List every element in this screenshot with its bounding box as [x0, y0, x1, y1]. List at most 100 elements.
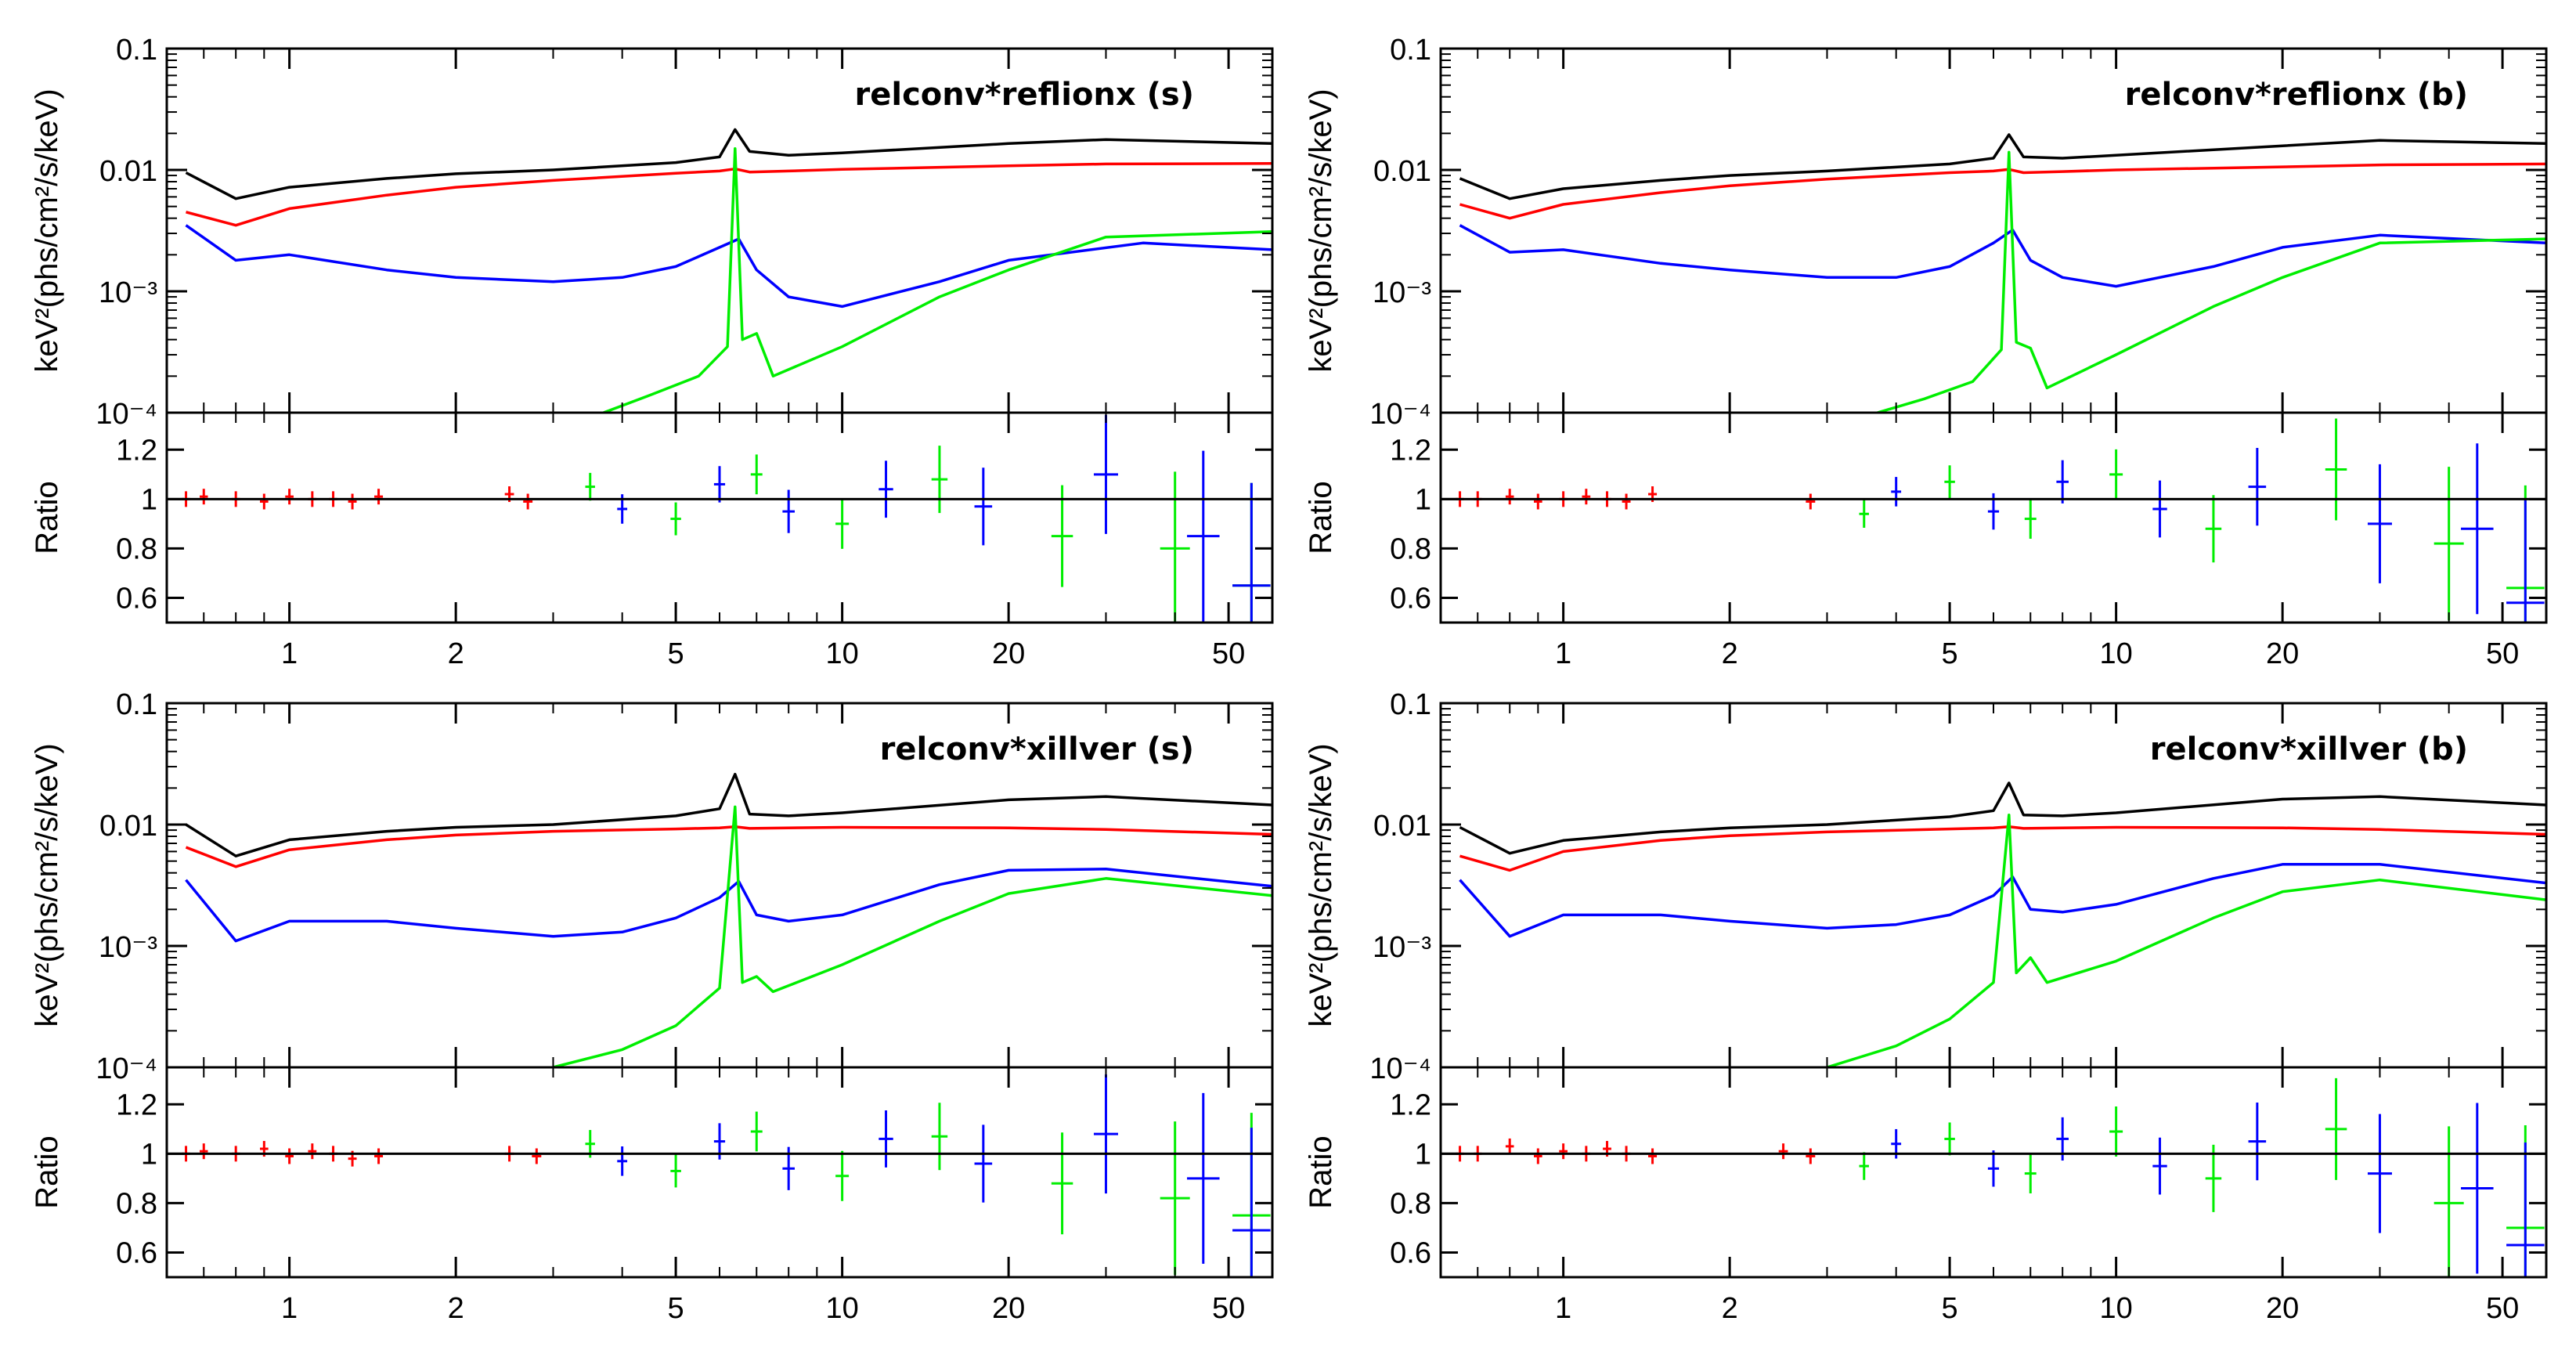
ratio-y-tick-label: 0.6 — [116, 582, 157, 615]
ratio-y-tick-label: 0.8 — [116, 1187, 157, 1220]
series-line-blue — [1459, 224, 2546, 288]
main-y-tick-label: 10⁻³ — [1373, 931, 1431, 964]
ratio-point-blue — [1093, 414, 1118, 534]
main-y-tick-label: 10⁻³ — [99, 931, 157, 964]
ratio-point-green — [750, 1111, 763, 1152]
ratio-y-ticks: 1.2 1 0.8 0.6 — [1390, 434, 2546, 615]
series-line-total — [1459, 133, 2546, 200]
ratio-y-tick-label: 0.6 — [1390, 1236, 1431, 1269]
main-y-tick-label: 10⁻³ — [99, 276, 157, 309]
ratio-y-tick-label: 0.8 — [1390, 532, 1431, 565]
ratio-point-red — [1534, 1148, 1542, 1164]
main-y-tick-label: 0.01 — [1373, 155, 1431, 188]
panel-title: relconv*reflionx (b) — [2125, 77, 2468, 113]
x-tick-label: 20 — [2266, 637, 2299, 670]
panel-relconv-reflionx-s: 0.1 0.01 10⁻³ 10⁻⁴ relconv*reflionx (s) 1.2… — [30, 34, 1274, 670]
ratio-point-red — [523, 493, 533, 510]
x-tick-label: 50 — [1212, 637, 1245, 670]
ratio-point-blue — [1987, 1150, 2000, 1187]
main-y-tick-label: 10⁻⁴ — [96, 398, 157, 431]
ratio-point-red — [374, 1148, 384, 1164]
ratio-point-blue — [2152, 480, 2167, 538]
series-line-green — [553, 805, 1272, 1067]
model-curves — [1459, 133, 2546, 413]
x-tick-label: 2 — [1722, 1292, 1738, 1325]
ratio-point-green — [670, 1154, 681, 1188]
ratio-point-red — [285, 1148, 294, 1164]
ratio-point-green — [1859, 500, 1869, 528]
ratio-point-red — [285, 489, 294, 505]
series-line-blue — [185, 868, 1272, 943]
x-ticks: 1 2 5 10 20 50 — [1477, 703, 2519, 1325]
ratio-point-green — [1160, 471, 1190, 623]
x-tick-label: 2 — [448, 637, 464, 670]
ratio-y-tick-label: 1.2 — [116, 434, 157, 467]
ratio-points — [1441, 418, 2546, 623]
ratio-point-green — [931, 446, 948, 514]
x-tick-label: 10 — [825, 637, 858, 670]
ratio-y-axis-label: Ratio — [1304, 1135, 1338, 1208]
main-y-tick-label: 10⁻⁴ — [96, 1052, 157, 1085]
x-tick-label: 5 — [668, 637, 684, 670]
x-tick-label: 20 — [992, 637, 1025, 670]
ratio-point-red — [348, 493, 357, 510]
main-y-ticks: 0.1 0.01 10⁻³ 10⁻⁴ — [1369, 688, 2546, 1085]
main-y-tick-label: 0.1 — [1390, 34, 1431, 67]
ratio-point-red — [374, 489, 384, 505]
ratio-point-green — [1160, 1121, 1190, 1276]
ratio-point-red — [1806, 493, 1816, 510]
main-y-tick-label: 0.1 — [116, 34, 157, 67]
main-y-tick-label: 0.01 — [99, 155, 157, 188]
ratio-y-tick-label: 0.6 — [1390, 582, 1431, 615]
x-tick-label: 10 — [825, 1292, 858, 1325]
ratio-y-tick-label: 1.2 — [1390, 434, 1431, 467]
x-tick-label: 20 — [2266, 1292, 2299, 1325]
ratio-point-blue — [2506, 1142, 2545, 1277]
x-tick-label: 50 — [2486, 1292, 2519, 1325]
ratio-point-blue — [2461, 443, 2494, 615]
ratio-point-red — [260, 493, 269, 510]
ratio-y-tick-label: 0.8 — [116, 532, 157, 565]
series-line-total — [185, 128, 1272, 200]
x-tick-label: 10 — [2099, 637, 2132, 670]
ratio-point-red — [1622, 493, 1631, 510]
ratio-point-green — [670, 502, 681, 536]
main-y-ticks: 0.1 0.01 10⁻³ 10⁻⁴ — [96, 34, 1272, 431]
x-tick-label: 1 — [281, 637, 298, 670]
ratio-point-red — [1778, 1143, 1788, 1160]
ratio-y-tick-label: 1.2 — [1390, 1088, 1431, 1121]
ratio-point-red — [1505, 1138, 1514, 1154]
series-line-red — [1459, 825, 2546, 872]
series-line-total — [185, 772, 1272, 857]
ratio-plot-area: 1.2 1 0.8 0.6 1 2 5 10 20 50 — [116, 49, 1274, 670]
main-y-tick-label: 0.1 — [1390, 688, 1431, 721]
ratio-point-blue — [974, 467, 993, 546]
x-ticks: 1 2 5 10 20 50 — [203, 703, 1245, 1325]
ratio-point-red — [1505, 489, 1514, 505]
main-plot-area: 0.1 0.01 10⁻³ 10⁻⁴ relconv*reflionx (s) — [96, 34, 1274, 431]
spectrum-curves — [1459, 781, 2546, 1067]
ratio-point-red — [200, 1143, 208, 1160]
ratio-y-axis-label: Ratio — [30, 481, 64, 554]
main-y-axis-label: keV²(phs/cm²/s/keV) — [30, 743, 64, 1027]
x-tick-label: 1 — [1555, 1292, 1571, 1325]
ratio-points — [1441, 1077, 2546, 1277]
ratio-point-blue — [1891, 477, 1902, 507]
panel-title: relconv*xillver (s) — [880, 731, 1194, 767]
ratio-point-red — [1582, 489, 1591, 505]
ratio-point-blue — [713, 466, 726, 503]
series-line-red — [186, 162, 1272, 227]
series-line-green — [1826, 813, 2546, 1067]
ratio-point-green — [835, 498, 850, 549]
ratio-point-blue — [1187, 450, 1220, 622]
main-y-axis-label: keV²(phs/cm²/s/keV) — [1304, 88, 1338, 372]
ratio-point-blue — [2367, 464, 2392, 583]
x-ticks: 1 2 5 10 20 50 — [203, 49, 1245, 670]
ratio-point-blue — [1232, 482, 1271, 623]
x-tick-label: 5 — [668, 1292, 684, 1325]
x-tick-label: 1 — [1555, 637, 1571, 670]
model-curves — [185, 128, 1272, 413]
